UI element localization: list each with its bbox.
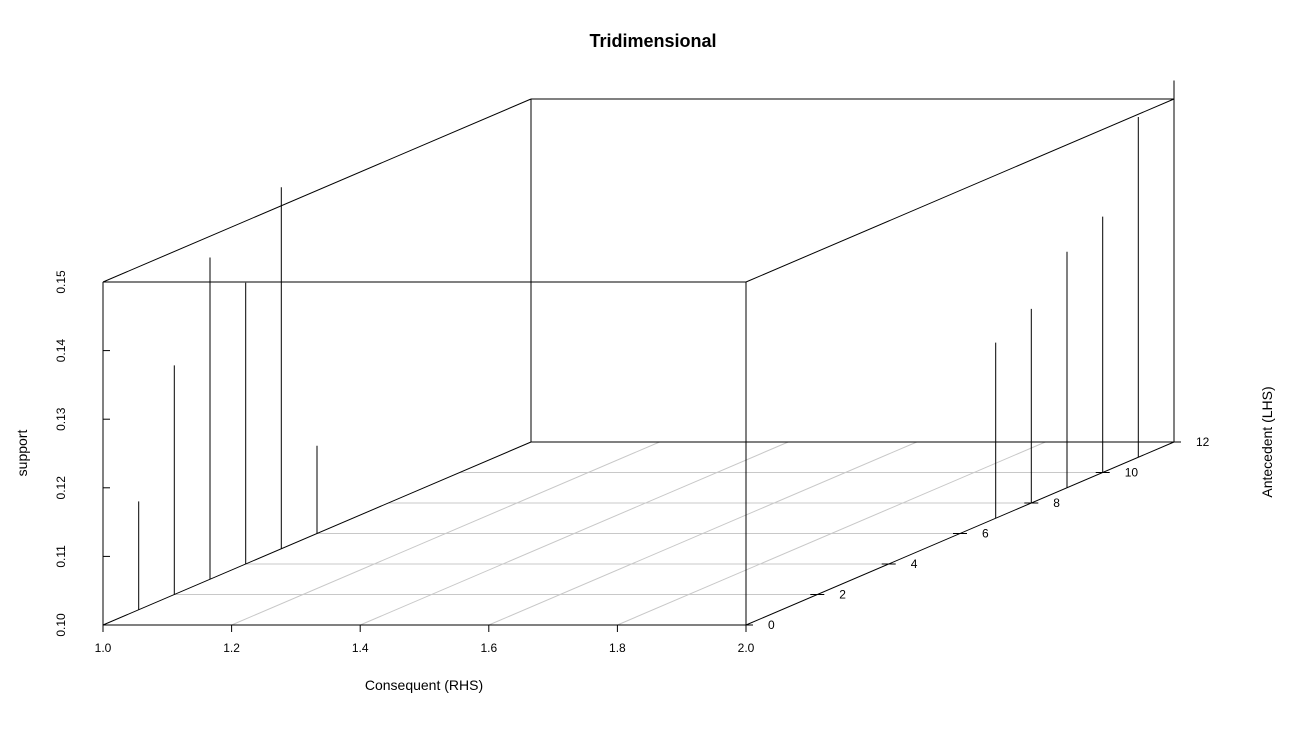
x-tick-label: 2.0 xyxy=(738,641,755,655)
y-tick-label: 10 xyxy=(1125,466,1139,480)
x-tick-label: 1.0 xyxy=(95,641,112,655)
y-tick-label: 2 xyxy=(839,588,846,602)
y-axis: 0 2 4 6 8 10 12 xyxy=(739,435,1210,632)
y-tick-label: 4 xyxy=(911,557,918,571)
data-stems xyxy=(138,80,1175,610)
chart-title: Tridimensional xyxy=(589,31,716,51)
x-axis: 1.0 1.2 1.4 1.6 1.8 2.0 xyxy=(95,625,755,655)
box-edge xyxy=(745,98,1175,283)
z-tick-label: 0.10 xyxy=(54,613,68,637)
floor-grid xyxy=(174,441,1103,626)
box-edge xyxy=(102,98,532,283)
y-tick-label: 8 xyxy=(1053,496,1060,510)
z-axis: 0.10 0.11 0.12 0.13 0.14 0.15 xyxy=(54,270,110,637)
z-axis-label: support xyxy=(14,430,30,477)
x-tick-label: 1.2 xyxy=(223,641,240,655)
z-tick-label: 0.14 xyxy=(54,339,68,363)
z-tick-label: 0.13 xyxy=(54,407,68,431)
y-tick-label: 12 xyxy=(1196,435,1210,449)
z-tick-label: 0.11 xyxy=(54,545,68,568)
x-tick-label: 1.4 xyxy=(352,641,369,655)
y-tick-label: 0 xyxy=(768,618,775,632)
bounding-box xyxy=(102,98,1175,626)
z-tick-label: 0.12 xyxy=(54,476,68,500)
y-axis-label: Antecedent (LHS) xyxy=(1259,386,1275,497)
x-tick-label: 1.6 xyxy=(480,641,497,655)
x-axis-label: Consequent (RHS) xyxy=(365,677,483,693)
y-tick-label: 6 xyxy=(982,527,989,541)
z-tick-label: 0.15 xyxy=(54,270,68,294)
x-tick-label: 1.8 xyxy=(609,641,626,655)
